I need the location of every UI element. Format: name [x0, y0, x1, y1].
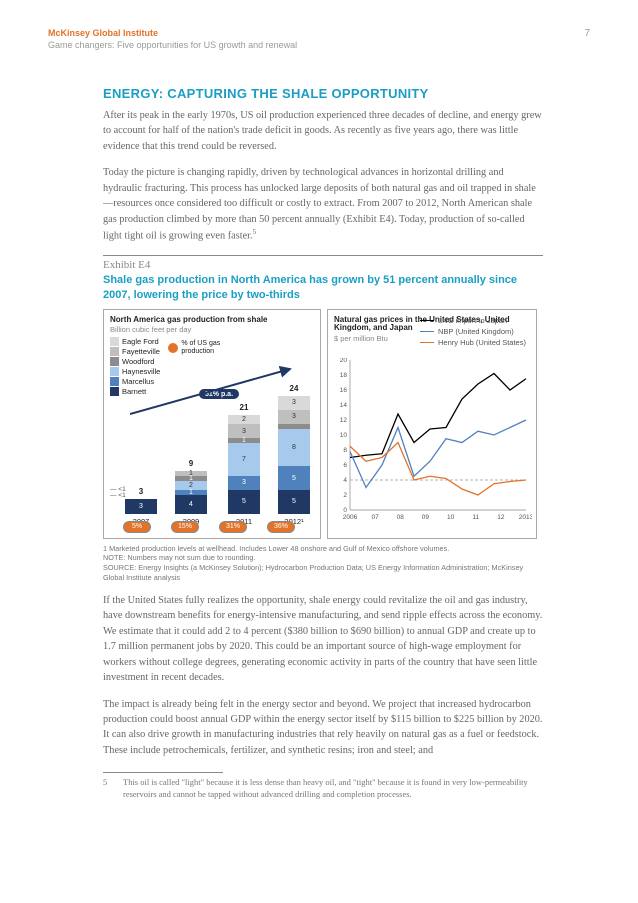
exhibit-label: Exhibit E4 — [103, 259, 543, 271]
paragraph-4: The impact is already being felt in the … — [103, 697, 543, 759]
footnote-rule — [103, 772, 223, 773]
svg-text:2: 2 — [343, 492, 347, 499]
svg-text:8: 8 — [343, 447, 347, 454]
exhibit-footnotes: 1 Marketed production levels at wellhead… — [103, 544, 543, 583]
exhibit-e4: Exhibit E4 Shale gas production in North… — [103, 255, 543, 583]
svg-text:14: 14 — [340, 402, 348, 409]
page-number: 7 — [584, 28, 590, 39]
line-chart-svg: 0 2 4 6 8 10 12 14 16 18 20 2006 07 08 09 10 11 12 2013 — [332, 358, 532, 533]
section-title: ENERGY: CAPTURING THE SHALE OPPORTUNITY — [103, 86, 543, 101]
svg-text:10: 10 — [447, 514, 455, 521]
exhibit-title: Shale gas production in North America ha… — [103, 273, 543, 303]
svg-text:11: 11 — [472, 514, 479, 521]
svg-text:20: 20 — [340, 358, 348, 364]
svg-text:07: 07 — [372, 514, 380, 521]
svg-text:18: 18 — [340, 372, 348, 379]
svg-text:12: 12 — [340, 417, 348, 424]
svg-text:08: 08 — [397, 514, 405, 521]
paragraph-2: Today the picture is changing rapidly, d… — [103, 165, 543, 244]
left-chart-unit: Billion cubic feet per day — [110, 325, 314, 334]
paragraph-3: If the United States fully realizes the … — [103, 593, 543, 686]
svg-text:0: 0 — [343, 507, 347, 514]
svg-text:09: 09 — [422, 514, 430, 521]
svg-text:2013: 2013 — [519, 514, 532, 521]
left-chart-head: North America gas production from shale — [110, 316, 314, 325]
svg-text:6: 6 — [343, 462, 347, 469]
svg-text:2006: 2006 — [343, 514, 358, 521]
pct-callout: % of US gas production — [181, 340, 236, 355]
left-chart: North America gas production from shale … — [103, 309, 321, 539]
page-footnote: 5 This oil is called "light" because it … — [103, 777, 543, 801]
oval-row: 5%15%31%36% — [110, 521, 314, 533]
bar-area: 332007112149200923173521201133855242012¹… — [110, 384, 314, 514]
right-legend: LNG import to JapanNBP (United Kingdom)H… — [420, 316, 530, 349]
pct-dot — [168, 343, 178, 353]
svg-text:12: 12 — [497, 514, 505, 521]
svg-text:16: 16 — [340, 387, 348, 394]
header-subtitle: Game changers: Five opportunities for US… — [48, 40, 590, 50]
header-org: McKinsey Global Institute — [48, 28, 590, 38]
right-chart: Natural gas prices in the United States,… — [327, 309, 537, 539]
paragraph-1: After its peak in the early 1970s, US oi… — [103, 108, 543, 154]
svg-text:10: 10 — [340, 432, 348, 439]
svg-text:4: 4 — [343, 477, 347, 484]
